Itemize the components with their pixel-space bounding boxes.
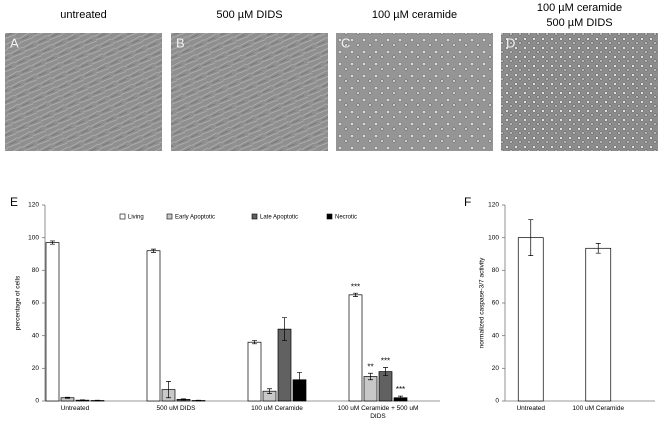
error-bar xyxy=(196,399,201,402)
panel-letter: D xyxy=(506,35,515,50)
legend-swatch xyxy=(119,213,126,220)
panel-letter: E xyxy=(10,195,18,209)
y-tick-label: 0 xyxy=(35,398,39,405)
panel-title: untreated xyxy=(60,9,106,21)
micrograph xyxy=(171,33,328,151)
legend-label: Late Apoptotic xyxy=(260,215,298,221)
error-bar xyxy=(50,240,55,245)
x-tick-label: 500 uM DIDS xyxy=(156,405,196,412)
error-bar xyxy=(80,399,85,401)
significance-label: ** xyxy=(367,362,373,371)
y-tick-label: 20 xyxy=(32,365,40,372)
legend-label: Early Apoptotic xyxy=(175,215,215,221)
y-tick-label: 20 xyxy=(492,365,500,372)
bar xyxy=(247,341,262,402)
x-tick-label: Untreated xyxy=(516,405,546,412)
panel-title: 500 µM DIDS xyxy=(216,9,282,21)
error-bar xyxy=(65,396,70,399)
error-bar xyxy=(398,395,403,400)
panel-letter: A xyxy=(10,35,19,50)
x-tick-label: 100 uM Ceramide xyxy=(251,405,303,412)
error-bar xyxy=(95,399,100,402)
panel-title: 500 µM DIDS xyxy=(546,17,612,29)
error-bar xyxy=(528,219,534,256)
legend-swatch xyxy=(251,213,258,220)
legend-label: Necrotic xyxy=(335,215,357,221)
y-tick-label: 40 xyxy=(32,332,40,339)
panel-letter: C xyxy=(341,35,350,50)
y-tick-label: 40 xyxy=(492,332,500,339)
x-tick-label: 100 uM Ceramide xyxy=(572,405,625,412)
error-bar xyxy=(353,292,358,297)
y-tick-label: 120 xyxy=(488,202,499,209)
panel-title: 100 µM ceramide xyxy=(537,2,622,14)
micrograph xyxy=(501,33,658,151)
error-bar xyxy=(252,340,257,345)
significance-label: *** xyxy=(396,385,405,394)
error-bar xyxy=(368,372,373,381)
y-tick-label: 100 xyxy=(488,234,499,241)
y-tick-label: 0 xyxy=(495,398,499,405)
panel-letter: F xyxy=(464,195,471,209)
bar xyxy=(363,376,378,402)
y-tick-label: 60 xyxy=(492,300,500,307)
bar xyxy=(45,242,60,402)
y-tick-label: 120 xyxy=(28,202,39,209)
legend-swatch xyxy=(166,213,173,220)
bar xyxy=(585,247,612,402)
error-bar xyxy=(166,381,171,399)
legend-swatch xyxy=(326,213,333,220)
y-tick-label: 80 xyxy=(492,267,500,274)
panel-letter: B xyxy=(176,35,185,50)
y-axis-label: normalized caspase-3/7 activity xyxy=(479,257,486,348)
panel-title: 100 µM ceramide xyxy=(372,9,457,21)
bar xyxy=(146,250,161,402)
micrograph xyxy=(5,33,162,151)
legend-label: Living xyxy=(128,215,144,221)
significance-label: *** xyxy=(351,282,360,291)
micrograph xyxy=(336,33,493,151)
y-tick-label: 60 xyxy=(32,300,40,307)
x-tick-label: Untreated xyxy=(60,405,90,412)
bar xyxy=(517,237,544,402)
y-tick-label: 100 xyxy=(28,234,39,241)
x-tick-label: 100 uM Ceramide + 500 uM DIDS xyxy=(337,405,419,420)
y-axis-label: percentage of cells xyxy=(15,275,22,330)
error-bar xyxy=(383,367,388,377)
error-bar xyxy=(267,388,272,394)
bar xyxy=(348,294,363,402)
error-bar xyxy=(282,317,287,341)
error-bar xyxy=(595,243,601,254)
error-bar xyxy=(151,248,156,253)
error-bar xyxy=(181,398,186,401)
significance-label: *** xyxy=(381,357,390,366)
y-tick-label: 80 xyxy=(32,267,40,274)
error-bar xyxy=(297,372,302,388)
